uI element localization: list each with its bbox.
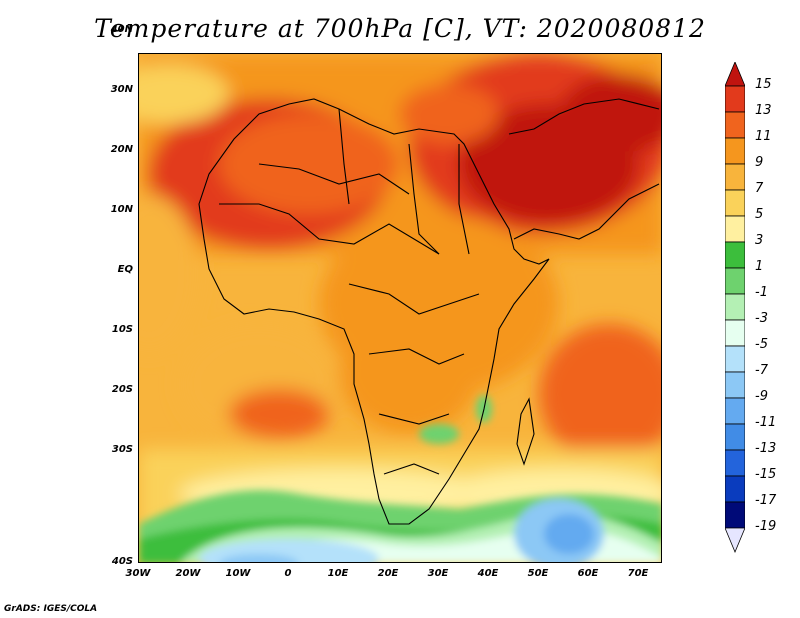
lat-label: 30S bbox=[111, 444, 133, 455]
colorbar-label: -19 bbox=[755, 519, 777, 534]
lat-label: 40S bbox=[111, 556, 133, 567]
colorbar-label: 7 bbox=[755, 181, 764, 196]
colorbar-swatch bbox=[725, 371, 745, 399]
lat-label: 20S bbox=[111, 384, 133, 395]
colorbar-bottom-arrow bbox=[725, 527, 745, 554]
colorbar-swatch bbox=[725, 241, 745, 269]
lon-label: 40E bbox=[477, 568, 499, 579]
colorbar-swatch bbox=[725, 163, 745, 191]
colorbar-swatch bbox=[725, 293, 745, 321]
colorbar-label: -7 bbox=[755, 363, 768, 378]
lat-label: 30N bbox=[110, 84, 133, 95]
colorbar-label: 1 bbox=[755, 259, 764, 274]
lon-label: 30W bbox=[125, 568, 151, 579]
lat-label: 10N bbox=[110, 204, 133, 215]
colorbar-label: 5 bbox=[755, 207, 764, 222]
credit-text: GrADS: IGES/COLA bbox=[4, 604, 98, 614]
colorbar-label: -15 bbox=[755, 467, 777, 482]
colorbar-swatch bbox=[725, 319, 745, 347]
colorbar-swatch bbox=[725, 111, 745, 139]
colorbar-swatch bbox=[725, 267, 745, 295]
colorbar-swatch bbox=[725, 501, 745, 529]
colorbar-label: 3 bbox=[755, 233, 764, 248]
temperature-map bbox=[138, 53, 662, 563]
colorbar-label: -1 bbox=[755, 285, 768, 300]
colorbar-label: -5 bbox=[755, 337, 768, 352]
lon-label: 10E bbox=[327, 568, 349, 579]
colorbar bbox=[725, 62, 745, 554]
lon-label: 70E bbox=[627, 568, 649, 579]
colorbar-swatch bbox=[725, 423, 745, 451]
lat-label: EQ bbox=[117, 264, 133, 275]
colorbar-top-arrow bbox=[725, 62, 745, 87]
colorbar-swatch bbox=[725, 449, 745, 477]
colorbar-label: -9 bbox=[755, 389, 768, 404]
colorbar-label: 9 bbox=[755, 155, 764, 170]
lat-label: 40N bbox=[110, 24, 133, 35]
lat-label: 20N bbox=[110, 144, 133, 155]
lon-label: 20W bbox=[175, 568, 201, 579]
lon-label: 60E bbox=[577, 568, 599, 579]
colorbar-label: -11 bbox=[755, 415, 777, 430]
colorbar-label: 13 bbox=[755, 103, 772, 118]
lon-label: 50E bbox=[527, 568, 549, 579]
colorbar-swatch bbox=[725, 137, 745, 165]
lon-label: 10W bbox=[225, 568, 251, 579]
colorbar-swatch bbox=[725, 85, 745, 113]
lat-label: 10S bbox=[111, 324, 133, 335]
colorbar-swatch bbox=[725, 215, 745, 243]
colorbar-label: 11 bbox=[755, 129, 772, 144]
colorbar-swatch bbox=[725, 189, 745, 217]
lon-label: 30E bbox=[427, 568, 449, 579]
map-title: Temperature at 700hPa [C], VT: 202008081… bbox=[94, 14, 706, 43]
map-canvas bbox=[139, 54, 661, 562]
colorbar-label: -3 bbox=[755, 311, 768, 326]
colorbar-label: -13 bbox=[755, 441, 777, 456]
lon-label: 20E bbox=[377, 568, 399, 579]
colorbar-label: -17 bbox=[755, 493, 777, 508]
colorbar-swatch bbox=[725, 345, 745, 373]
colorbar-swatch bbox=[725, 475, 745, 503]
lon-label: 0 bbox=[284, 568, 292, 579]
colorbar-swatch bbox=[725, 397, 745, 425]
colorbar-label: 15 bbox=[755, 77, 772, 92]
